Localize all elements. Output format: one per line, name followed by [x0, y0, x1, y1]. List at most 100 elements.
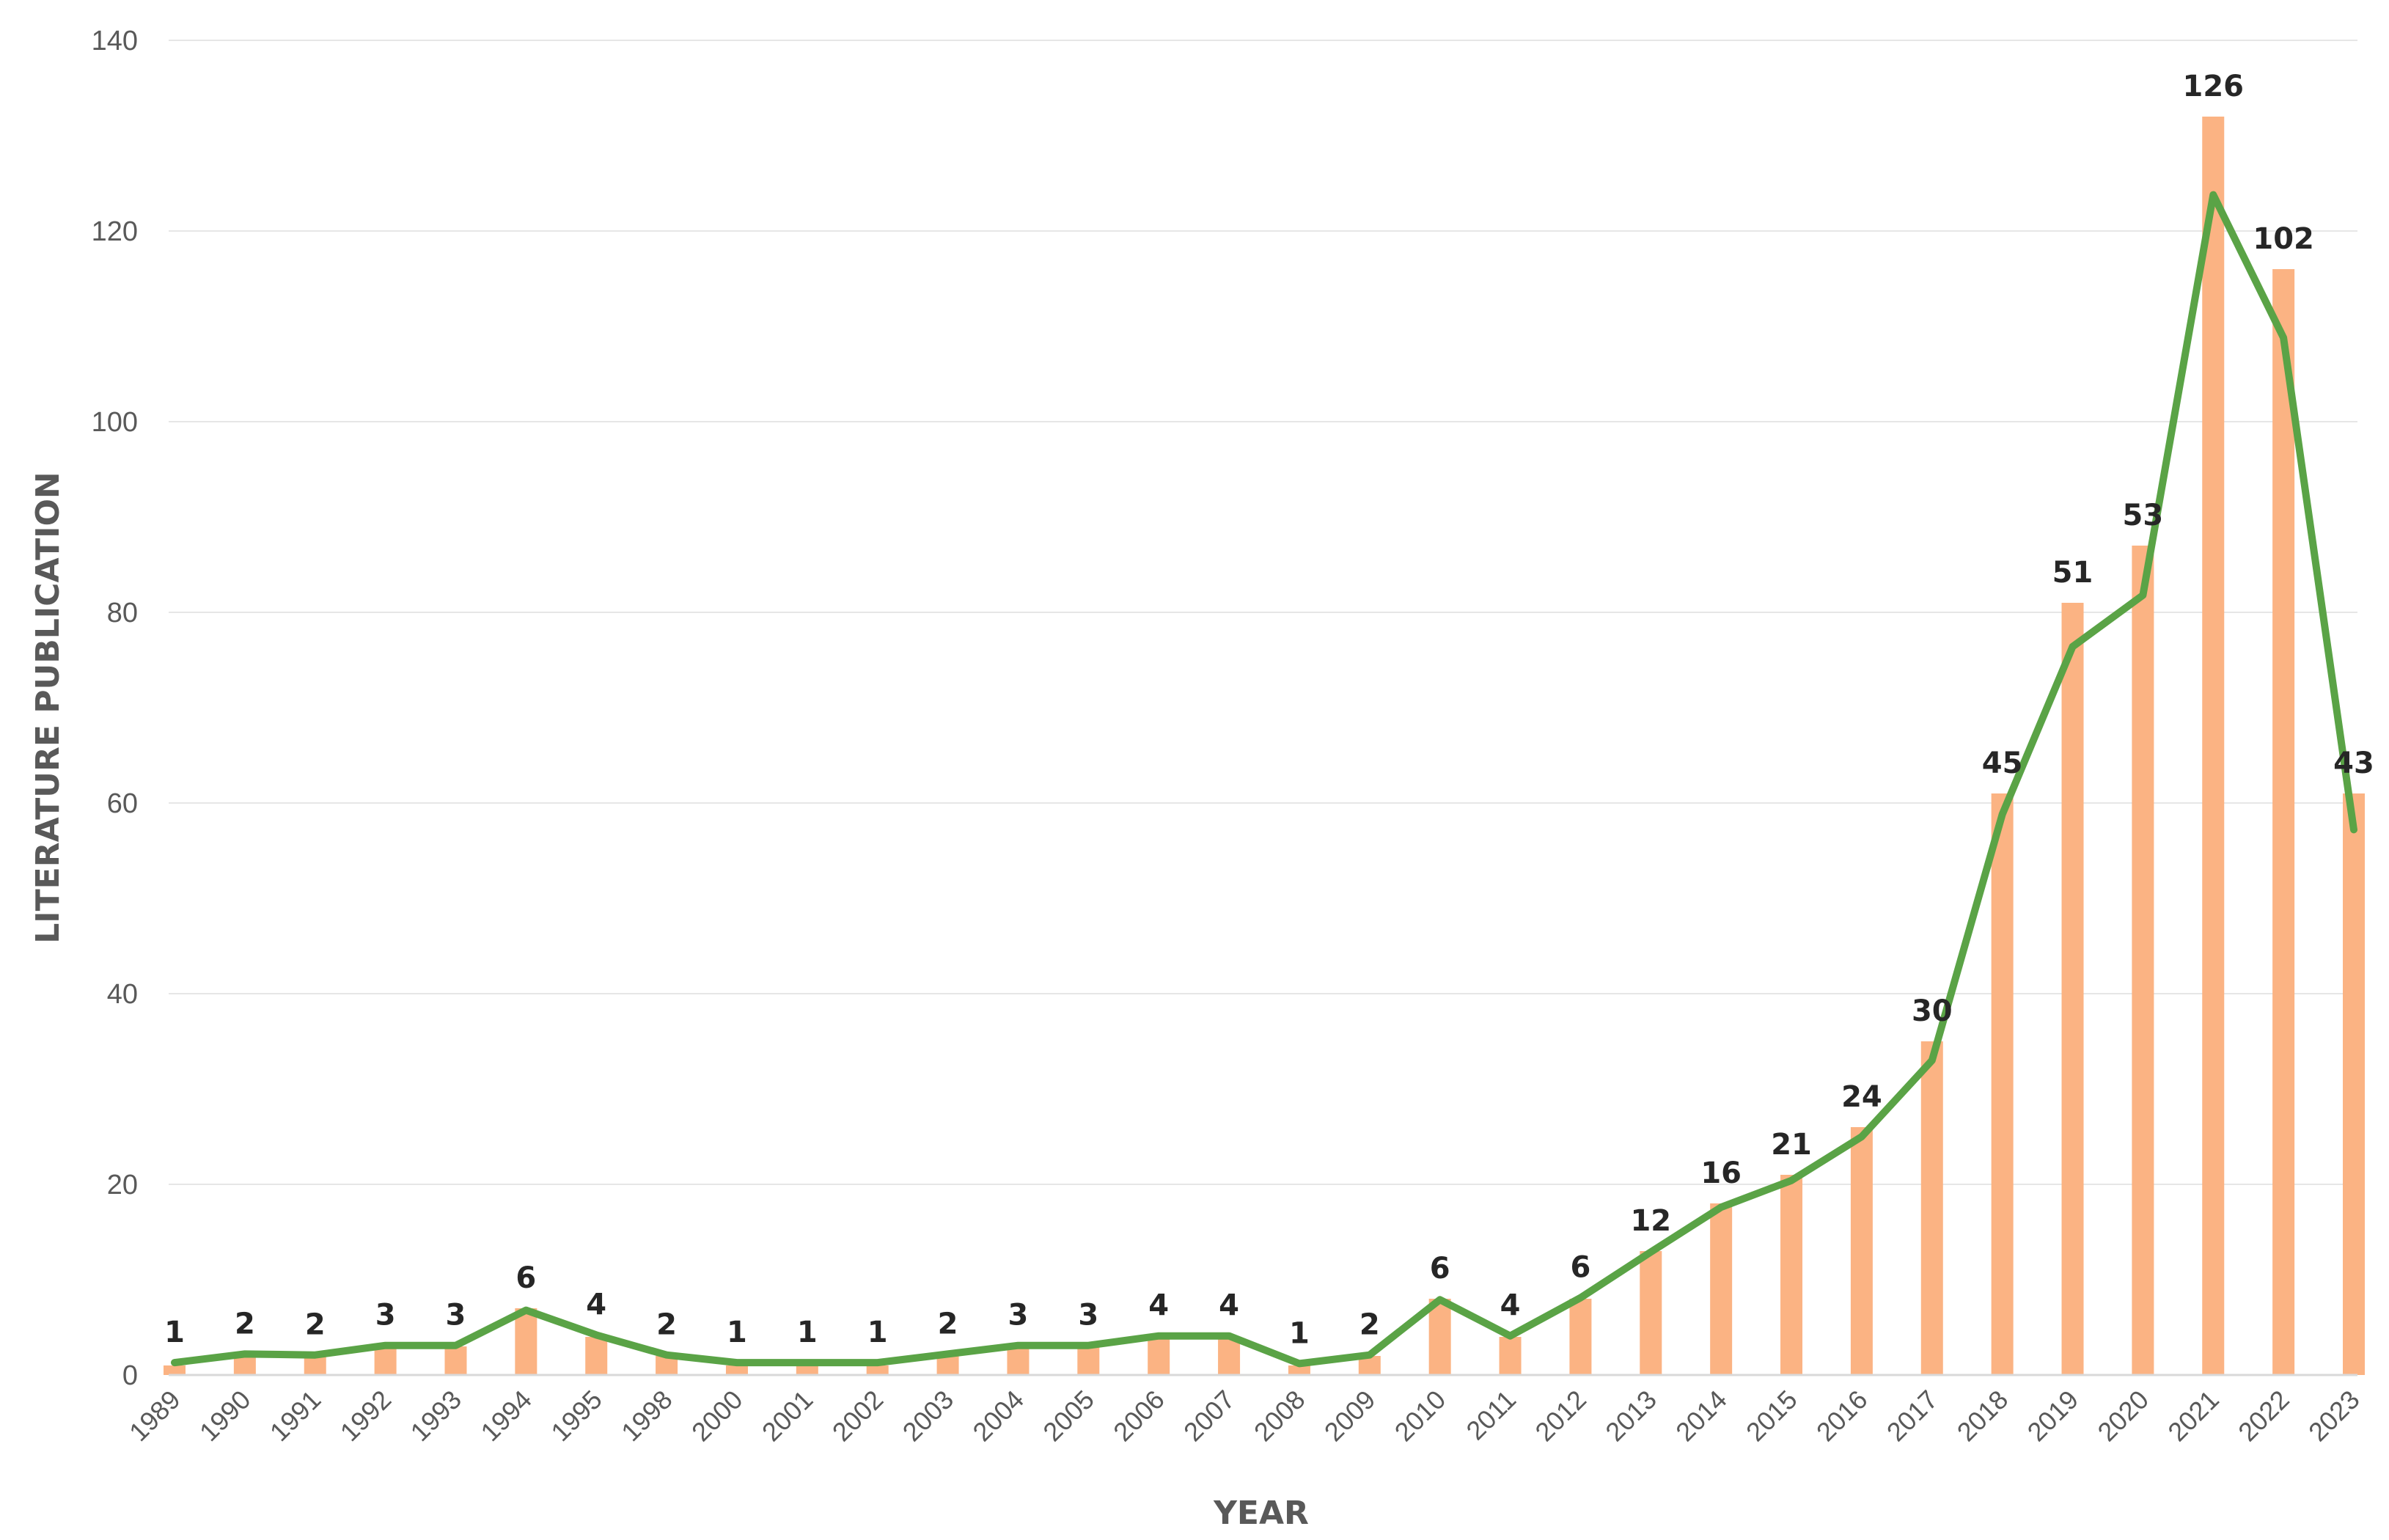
data-label-2008: 1	[1289, 1316, 1310, 1350]
data-label-2014: 16	[1700, 1156, 1742, 1190]
x-tick-label-2000: 2000	[686, 1385, 749, 1448]
bar-1992	[374, 1346, 397, 1375]
bar-2002	[866, 1365, 889, 1375]
data-label-2017: 30	[1912, 994, 1953, 1028]
x-tick-label-2012: 2012	[1529, 1385, 1592, 1448]
bar-1991	[304, 1356, 326, 1375]
data-label-2021: 126	[2183, 70, 2245, 103]
y-tick-label-140: 140	[92, 26, 138, 56]
data-label-2011: 4	[1500, 1289, 1521, 1323]
bar-2011	[1499, 1337, 1522, 1375]
data-label-1989: 1	[164, 1316, 185, 1349]
bar-2006	[1148, 1337, 1170, 1375]
bar-1990	[233, 1356, 256, 1375]
x-tick-label-2019: 2019	[2022, 1385, 2085, 1448]
x-tick-label-1993: 1993	[405, 1385, 468, 1448]
x-axis-ticks: 1989 1990 1991 1992 1993 1994 1995 1998 2000 2001…	[123, 1385, 2366, 1448]
x-tick-label-2015: 2015	[1740, 1385, 1803, 1448]
data-label-1992: 3	[375, 1299, 396, 1332]
x-tick-label-2010: 2010	[1389, 1385, 1452, 1448]
x-tick-label-2020: 2020	[2091, 1385, 2154, 1448]
y-tick-label-0: 0	[122, 1360, 138, 1391]
bar-2016	[1850, 1127, 1873, 1375]
x-tick-label-2014: 2014	[1670, 1385, 1733, 1448]
data-label-2004: 3	[1008, 1299, 1029, 1332]
bar-2004	[1007, 1346, 1030, 1375]
x-tick-label-2009: 2009	[1318, 1385, 1381, 1448]
data-label-2022: 102	[2253, 222, 2314, 256]
bar-2001	[796, 1365, 818, 1375]
y-tick-label-100: 100	[92, 407, 138, 438]
bar-2007	[1218, 1337, 1241, 1375]
data-label-2013: 12	[1630, 1204, 1671, 1238]
bar-2003	[936, 1356, 959, 1375]
bar-2022	[2272, 269, 2295, 1375]
y-tick-label-80: 80	[107, 598, 138, 628]
data-label-2001: 1	[797, 1316, 818, 1349]
x-tick-label-2006: 2006	[1107, 1385, 1170, 1448]
data-label-2020: 53	[2123, 499, 2164, 532]
data-label-2010: 6	[1430, 1252, 1450, 1286]
data-label-1998: 2	[656, 1308, 677, 1342]
x-tick-label-2016: 2016	[1810, 1385, 1874, 1448]
x-tick-label-1990: 1990	[194, 1385, 257, 1448]
data-label-2016: 24	[1841, 1080, 1882, 1114]
x-tick-label-2005: 2005	[1037, 1385, 1100, 1448]
x-tick-label-2001: 2001	[756, 1385, 819, 1448]
x-tick-label-1989: 1989	[123, 1385, 186, 1448]
data-label-2002: 1	[867, 1316, 888, 1349]
x-tick-label-1998: 1998	[615, 1385, 678, 1448]
x-tick-label-2021: 2021	[2162, 1385, 2225, 1448]
data-label-1995: 4	[586, 1288, 606, 1321]
y-axis-title: LITERATURE PUBLICATION	[29, 472, 67, 943]
x-tick-label-2002: 2002	[826, 1385, 889, 1448]
data-label-2015: 21	[1771, 1128, 1812, 1162]
x-tick-label-2018: 2018	[1951, 1385, 2014, 1448]
data-label-1993: 3	[446, 1299, 466, 1332]
data-label-2007: 4	[1219, 1289, 1239, 1323]
data-label-1994: 6	[515, 1261, 536, 1295]
bar-2014	[1710, 1203, 1733, 1375]
data-label-2006: 4	[1148, 1289, 1169, 1323]
data-label-2023: 43	[2333, 747, 2374, 780]
trend-line	[171, 191, 2357, 1368]
data-label-2000: 1	[727, 1316, 747, 1349]
data-label-2018: 45	[1982, 747, 2023, 780]
y-tick-label-40: 40	[107, 979, 138, 1010]
x-tick-label-2013: 2013	[1599, 1385, 1662, 1448]
y-tick-label-20: 20	[107, 1170, 138, 1200]
bar-1989	[164, 1365, 186, 1375]
x-tick-label-2008: 2008	[1248, 1385, 1311, 1448]
bar-2023	[2343, 793, 2365, 1375]
data-label-1990: 2	[235, 1307, 255, 1341]
bar-2017	[1920, 1041, 1943, 1375]
x-tick-label-2023: 2023	[2302, 1385, 2366, 1448]
line-series	[171, 191, 2357, 1368]
bar-2012	[1569, 1299, 1592, 1375]
x-tick-label-2007: 2007	[1178, 1385, 1241, 1448]
bar-1993	[444, 1346, 467, 1375]
bar-1994	[515, 1308, 537, 1375]
data-label-2005: 3	[1078, 1299, 1098, 1332]
bar-2018	[1991, 793, 2014, 1375]
bar-1995	[585, 1337, 608, 1375]
data-label-2003: 2	[938, 1307, 958, 1341]
bar-2010	[1428, 1299, 1451, 1375]
x-tick-label-2004: 2004	[966, 1385, 1030, 1448]
data-label-2012: 6	[1570, 1251, 1590, 1285]
bar-series	[164, 117, 2365, 1375]
gridlines	[169, 40, 2357, 1185]
bar-2015	[1780, 1175, 1803, 1375]
bar-2013	[1640, 1251, 1662, 1375]
data-label-1991: 2	[305, 1308, 326, 1342]
bar-2005	[1077, 1346, 1100, 1375]
x-tick-label-2017: 2017	[1881, 1385, 1944, 1448]
x-tick-label-1994: 1994	[474, 1385, 537, 1448]
x-tick-label-1992: 1992	[334, 1385, 397, 1448]
x-axis-title: YEAR	[1213, 1495, 1309, 1532]
x-tick-label-1995: 1995	[545, 1385, 608, 1448]
y-tick-label-60: 60	[107, 788, 138, 819]
